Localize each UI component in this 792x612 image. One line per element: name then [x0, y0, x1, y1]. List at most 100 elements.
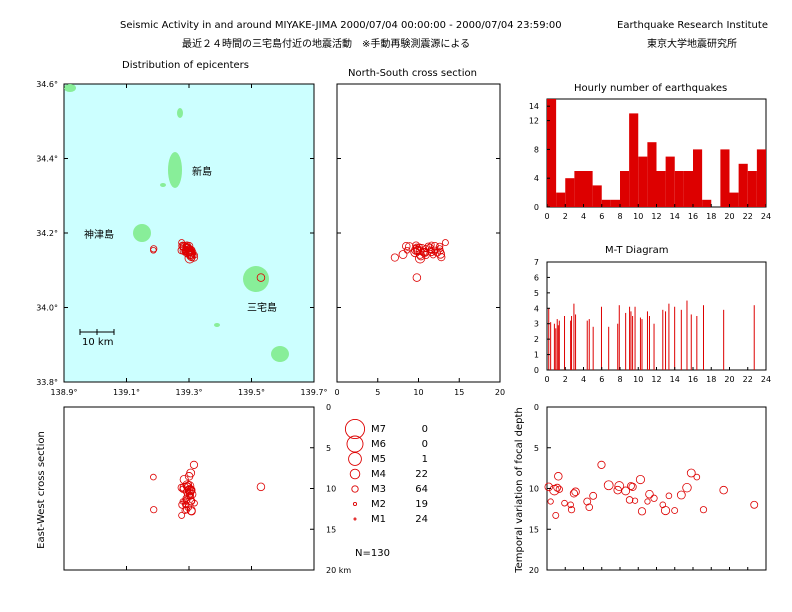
- land-mikurajima: [271, 346, 289, 362]
- legend-magnitude-label: M7: [371, 424, 386, 435]
- map-epicenter-point: [178, 241, 187, 250]
- hourly-bar: [601, 199, 611, 207]
- ns-xtick-label: 20: [495, 388, 505, 397]
- ew-points: [150, 460, 266, 519]
- map-epicenter-point: [182, 242, 191, 250]
- depth-point: [553, 483, 562, 492]
- header-institute-en: Earthquake Research Institute: [617, 20, 768, 31]
- ew-ytick-label: 5: [326, 444, 331, 453]
- ns-hypocenter-point: [412, 243, 421, 252]
- header-title-en: Seismic Activity in and around MIYAKE-JI…: [120, 20, 562, 31]
- ew-axis: 0 5 10 15 20 km: [63, 403, 351, 575]
- depth-point: [719, 485, 728, 495]
- focal-depth-panel: 0 5 10 15 20 Temporal variation of focal dep…: [514, 403, 767, 575]
- scale-label: 10 km: [82, 337, 113, 348]
- mt-xtick-label: 0: [544, 375, 549, 384]
- scale-bar: [79, 329, 115, 335]
- label-niijima: 新島: [192, 165, 212, 178]
- ns-axis: 0 5 10 15 20: [334, 83, 505, 397]
- hourly-ytick-label: 8: [534, 145, 539, 154]
- depth-point: [621, 486, 631, 496]
- ns-hypocenter-point: [441, 239, 449, 247]
- depth-point: [571, 487, 580, 497]
- ns-hypocenter-point: [412, 273, 422, 282]
- hourly-bar: [738, 163, 748, 207]
- map-xtick-label: 139.5°: [238, 388, 265, 397]
- legend-count: 1: [422, 454, 428, 465]
- hourly-xtick-label: 10: [633, 212, 643, 221]
- mt-xtick-label: 10: [633, 375, 643, 384]
- hourly-bar: [592, 185, 602, 207]
- depth-ytick-label: 0: [534, 403, 539, 412]
- label-miyakejima: 三宅島: [247, 301, 277, 314]
- ew-hypocenter-point: [189, 460, 199, 469]
- depth-ytick-label: 10: [529, 485, 539, 494]
- mt-xtick-label: 20: [724, 375, 734, 384]
- ew-ytick-label: 10: [326, 485, 336, 494]
- ns-cross-section: 0 5 10 15 20: [334, 83, 505, 397]
- mt-ytick-label: 3: [534, 320, 539, 329]
- hourly-bar: [610, 199, 620, 207]
- depth-ylabel: Temporal variation of focal depth: [514, 407, 525, 574]
- legend-count: 0: [422, 424, 428, 435]
- hourly-bar: [665, 156, 675, 207]
- hourly-bar: [547, 99, 557, 207]
- ew-hypocenter-point: [150, 506, 158, 514]
- legend-count: 22: [415, 469, 428, 480]
- hourly-ytick-label: 4: [534, 174, 539, 183]
- depth-point: [597, 460, 606, 469]
- depth-point: [699, 506, 708, 514]
- mt-xtick-label: 22: [743, 375, 753, 384]
- legend-symbol: [348, 452, 362, 466]
- map-title: Distribution of epicenters: [122, 60, 249, 71]
- ns-hypocenter-point: [402, 241, 411, 251]
- ns-hypocenter-point: [435, 249, 446, 259]
- mt-xtick-label: 2: [563, 375, 568, 384]
- legend-magnitude-label: M6: [371, 439, 386, 450]
- mt-bars: [548, 300, 755, 370]
- depth-point: [671, 507, 679, 514]
- ns-hypocenter-point: [437, 247, 444, 255]
- depth-point: [567, 501, 574, 509]
- hourly-bar: [683, 171, 693, 207]
- mt-ytick-label: 5: [534, 289, 539, 298]
- map-xtick-label: 139.7°: [301, 388, 328, 397]
- hourly-bar: [620, 171, 630, 207]
- mt-ytick-label: 0: [534, 366, 539, 375]
- legend-magnitude-label: M1: [371, 514, 386, 525]
- depth-point: [682, 482, 692, 493]
- ns-hypocenter-point: [390, 253, 399, 262]
- legend-symbol: [349, 468, 361, 480]
- hourly-bar: [656, 171, 666, 207]
- map-points: [150, 239, 266, 282]
- depth-point: [589, 491, 598, 500]
- land-mass-north: [177, 108, 183, 118]
- mt-ytick-label: 4: [534, 304, 539, 313]
- ew-ytick-label: 0: [326, 403, 331, 412]
- map-xtick-label: 138.9°: [51, 388, 78, 397]
- map-epicenter-point: [186, 250, 196, 259]
- ns-points: [390, 239, 449, 282]
- header-title-jp: 最近２４時間の三宅島付近の地震活動 ※手動再験測震源による: [182, 37, 470, 50]
- legend-magnitude-label: M2: [371, 499, 386, 510]
- ns-xtick-label: 5: [375, 388, 380, 397]
- land-niijima: [168, 152, 182, 188]
- depth-point: [625, 496, 634, 504]
- map-xtick-label: 139.1°: [113, 388, 140, 397]
- map-epicenter-point: [179, 245, 190, 256]
- hourly-bar: [729, 192, 739, 207]
- ew-hypocenter-point: [178, 500, 187, 509]
- ew-hypocenter-point: [184, 490, 193, 500]
- ns-hypocenter-point: [437, 253, 446, 262]
- map-axis: 138.9° 139.1° 139.3° 139.5° 139.7° 34.6° 34.4°…: [36, 80, 327, 397]
- ew-hypocenter-point: [150, 473, 157, 481]
- ns-hypocenter-point: [420, 248, 430, 257]
- ew-hypocenter-point: [185, 485, 194, 495]
- hourly-bar: [583, 171, 593, 207]
- hourly-xtick-label: 2: [563, 212, 568, 221]
- map-panel: 新島 神津島 三宅島 10 km 138.9° 139.1° 139.3° 139.5…: [36, 80, 327, 397]
- legend-magnitude-label: M5: [371, 454, 386, 465]
